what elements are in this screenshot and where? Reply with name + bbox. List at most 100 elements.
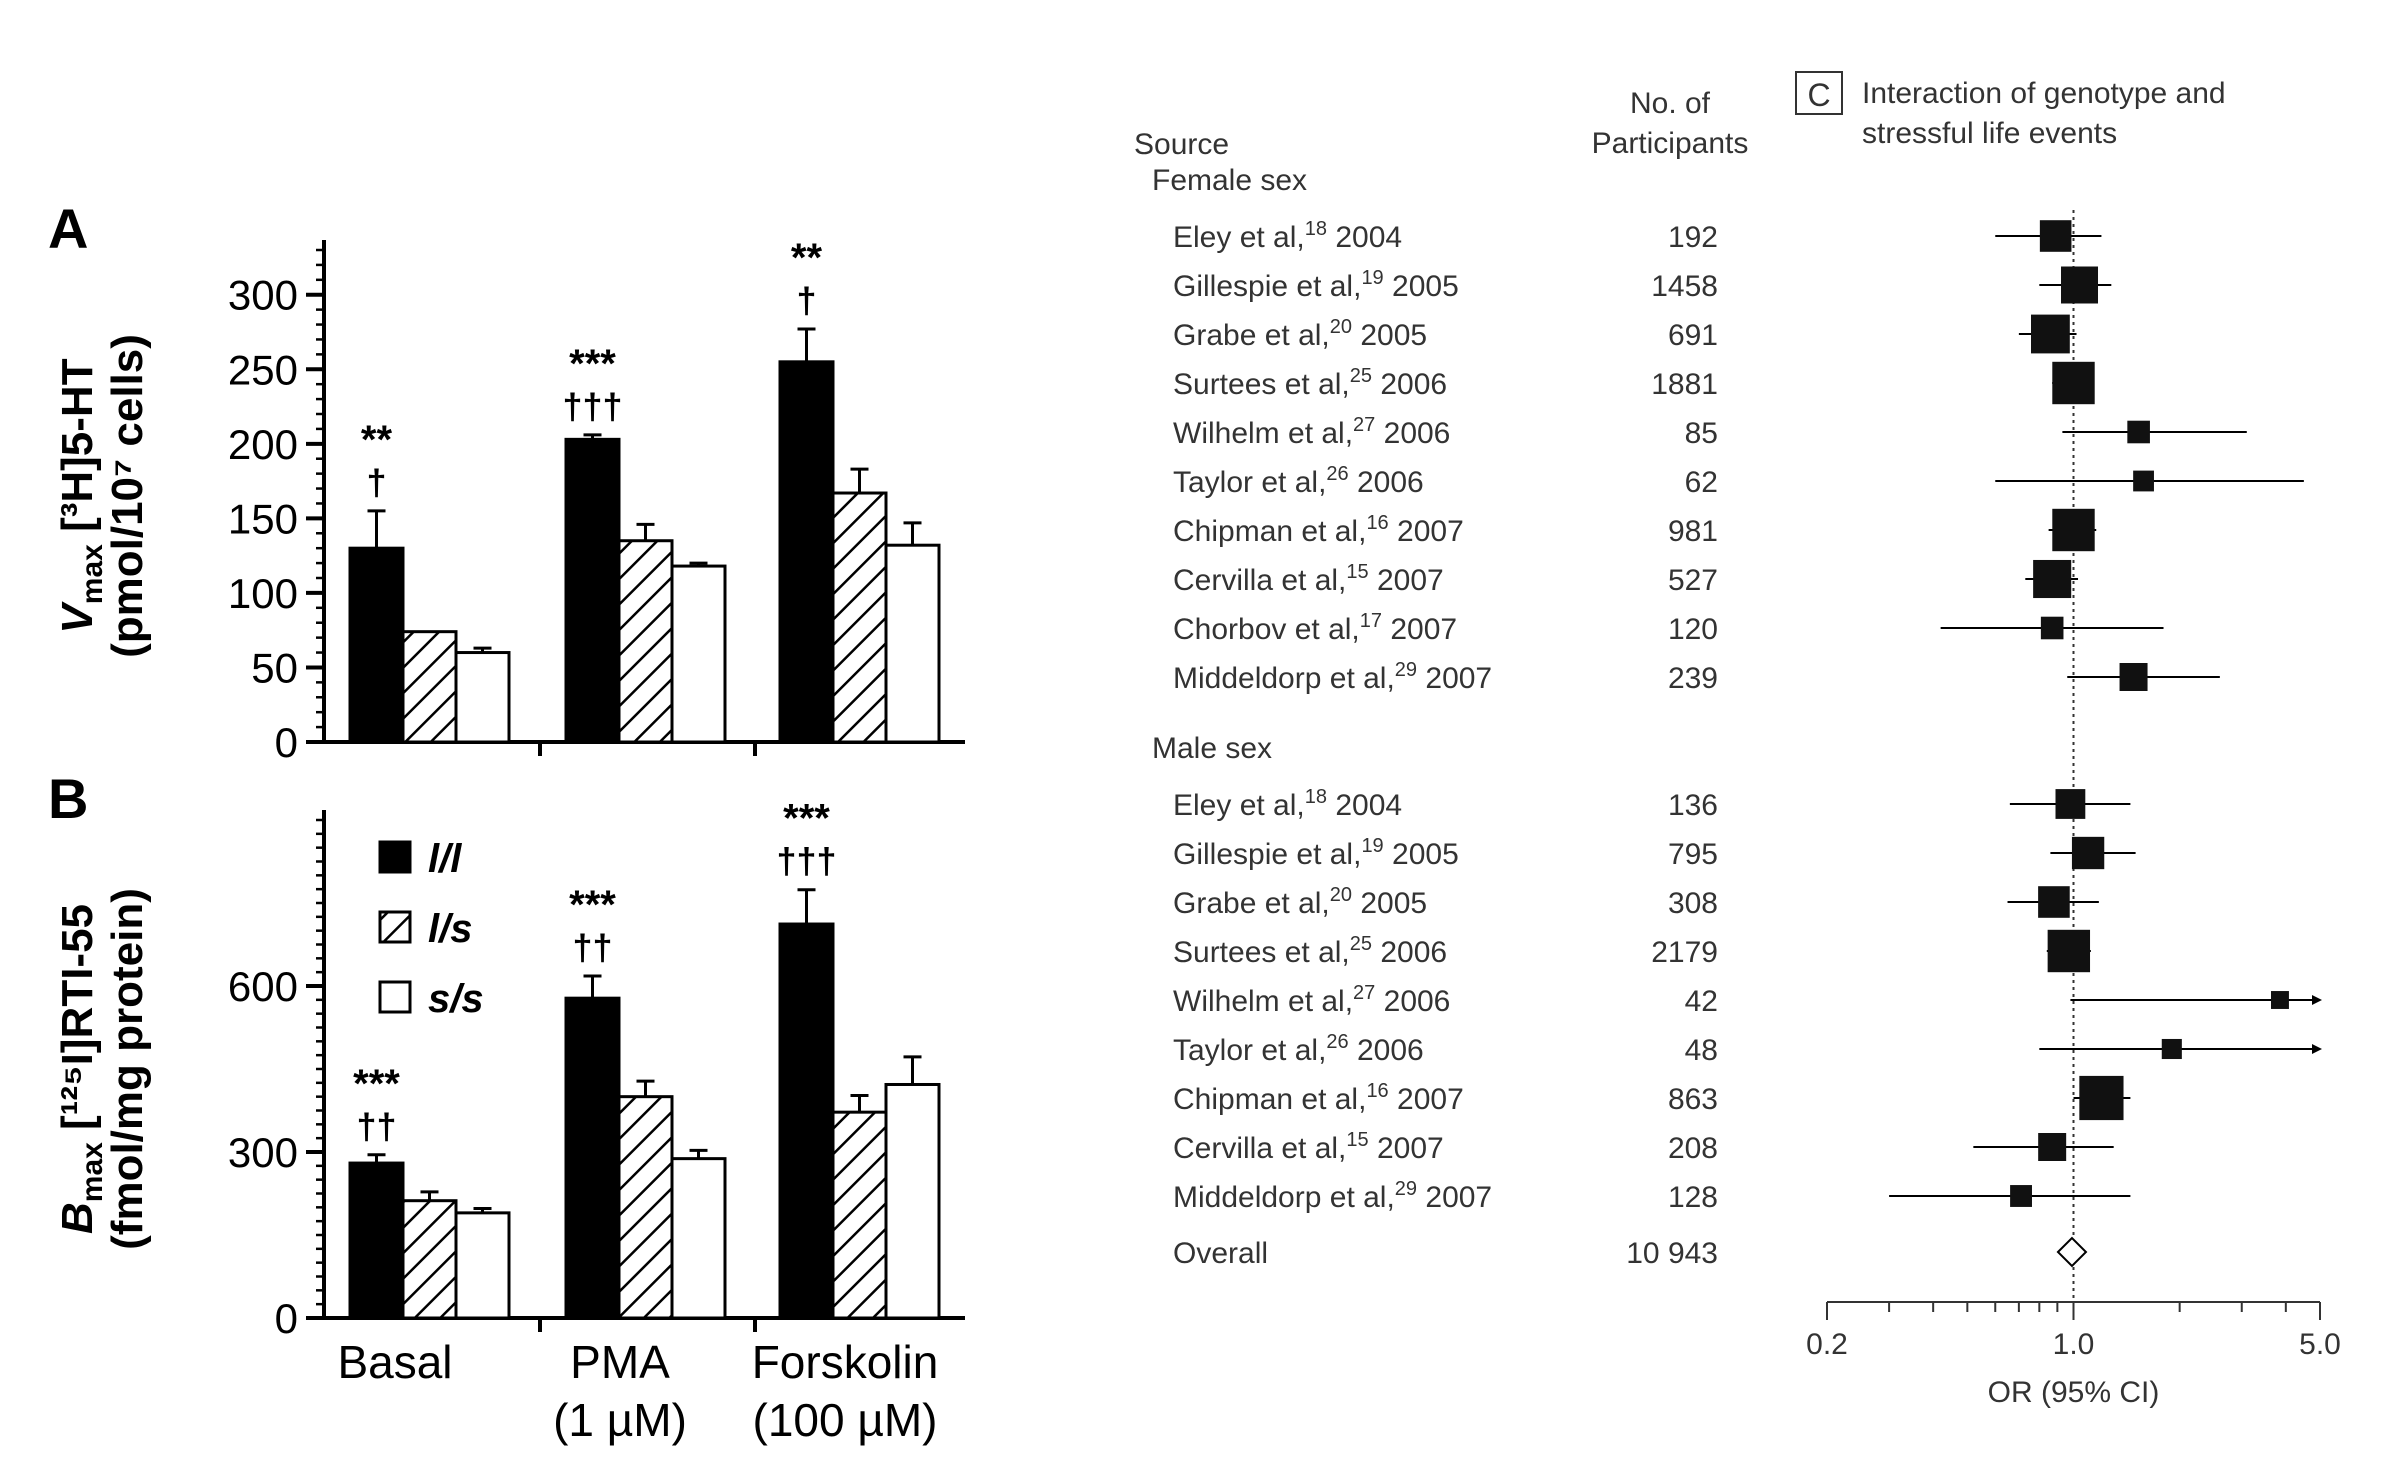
study-reference: 29 — [1395, 659, 1417, 681]
study-name: Grabe et al, — [1173, 887, 1330, 920]
forest-tick-label: 5.0 — [2299, 1328, 2341, 1361]
study-reference: 19 — [1361, 267, 1383, 289]
study-label: Grabe et al,20 2005 — [1173, 316, 1427, 352]
significance-stars: *** — [353, 1062, 400, 1106]
study-n: 192 — [1668, 221, 1718, 254]
study-n: 795 — [1668, 838, 1718, 871]
x-tick-label: (100 µM) — [753, 1394, 938, 1446]
bar-ls-1 — [617, 1095, 674, 1320]
study-label: Gillespie et al,19 2005 — [1173, 267, 1459, 303]
study-reference: 16 — [1366, 512, 1388, 534]
study-name: Middeldorp et al, — [1173, 1181, 1395, 1214]
study-name: Gillespie et al, — [1173, 270, 1361, 303]
study-label: Eley et al,18 2004 — [1173, 786, 1402, 822]
panel-label: B — [48, 767, 88, 830]
study-year: 2005 — [1352, 887, 1427, 920]
study-n: 981 — [1668, 515, 1718, 548]
study-name: Gillespie et al, — [1173, 838, 1361, 871]
column-header-n: No. of — [1630, 87, 1711, 120]
study-label: Wilhelm et al,27 2006 — [1173, 982, 1450, 1018]
significance-daggers: † — [366, 462, 386, 503]
legend-swatch — [378, 980, 412, 1014]
study-year: 2006 — [1349, 1034, 1424, 1067]
y-axis-label-quantity: [¹²⁵I]RTI-55 — [53, 904, 102, 1142]
y-tick-label: 250 — [228, 346, 298, 393]
study-year: 2005 — [1384, 838, 1459, 871]
bar-ll-0 — [348, 546, 405, 744]
x-tick-label: PMA — [570, 1336, 670, 1388]
study-year: 2007 — [1417, 1181, 1492, 1214]
point-estimate — [2038, 1133, 2067, 1161]
significance-daggers: ††† — [776, 841, 836, 882]
study-year: 2006 — [1349, 466, 1424, 499]
point-estimate — [2033, 559, 2072, 599]
study-reference: 15 — [1346, 561, 1368, 583]
study-n: 527 — [1668, 564, 1718, 597]
y-axis-label-symbol: B — [53, 1202, 102, 1234]
study-n: 208 — [1668, 1132, 1718, 1165]
panel-title-line: Interaction of genotype and — [1862, 77, 2226, 110]
study-label: Wilhelm et al,27 2006 — [1173, 414, 1450, 450]
y-axis-units: (pmol/10⁷ cells) — [103, 334, 152, 658]
point-estimate — [2071, 836, 2105, 870]
y-tick-label: 200 — [228, 421, 298, 468]
significance-daggers: †† — [572, 927, 612, 968]
legend-label: l/l — [428, 837, 462, 881]
study-year: 2006 — [1375, 985, 1450, 1018]
y-tick-label: 50 — [251, 644, 298, 691]
point-estimate — [2038, 886, 2070, 918]
significance-stars: *** — [783, 797, 830, 841]
overall-label: Overall — [1173, 1237, 1268, 1270]
point-estimate — [2133, 470, 2154, 492]
group-label: Male sex — [1152, 732, 1272, 765]
study-n: 120 — [1668, 613, 1718, 646]
study-reference: 29 — [1395, 1178, 1417, 1200]
significance-daggers: ††† — [562, 386, 622, 427]
study-year: 2007 — [1382, 613, 1457, 646]
study-reference: 18 — [1305, 786, 1327, 808]
study-label: Cervilla et al,15 2007 — [1173, 561, 1444, 597]
study-year: 2006 — [1372, 936, 1447, 969]
bar-ls-2 — [831, 1110, 888, 1320]
bar-ll-2 — [778, 922, 835, 1320]
x-tick-label: (1 µM) — [553, 1394, 687, 1446]
study-n: 239 — [1668, 662, 1718, 695]
y-axis-units: (fmol/mg protein) — [103, 888, 152, 1250]
study-name: Chorbov et al, — [1173, 613, 1360, 646]
column-header-source: Source — [1134, 128, 1229, 161]
study-name: Chipman et al, — [1173, 515, 1366, 548]
bar-ss-1 — [670, 1157, 727, 1320]
study-reference: 26 — [1326, 463, 1348, 485]
bar-ss-0 — [454, 651, 511, 744]
study-reference: 19 — [1361, 835, 1383, 857]
study-name: Cervilla et al, — [1173, 564, 1346, 597]
overall-n: 10 943 — [1626, 1237, 1718, 1270]
study-year: 2007 — [1389, 1083, 1464, 1116]
point-estimate — [2055, 789, 2086, 819]
study-n: 2179 — [1651, 936, 1718, 969]
study-n: 128 — [1668, 1181, 1718, 1214]
panel-a-bar-chart: A Vmax [³H]5-HT (pmol/10⁷ cells) 0 50 100 150 2… — [48, 197, 965, 766]
study-name: Surtees et al, — [1173, 368, 1350, 401]
study-name: Cervilla et al, — [1173, 1132, 1346, 1165]
study-n: 42 — [1685, 985, 1718, 1018]
bar-ll-1 — [564, 437, 621, 744]
study-year: 2005 — [1352, 319, 1427, 352]
significance-stars: *** — [569, 883, 616, 927]
study-label: Middeldorp et al,29 2007 — [1173, 1178, 1492, 1214]
study-reference: 20 — [1330, 884, 1352, 906]
significance-daggers: † — [796, 280, 816, 321]
bar-ll-0 — [348, 1161, 405, 1320]
forest-tick-label: 1.0 — [2053, 1328, 2095, 1361]
point-estimate — [2040, 616, 2064, 640]
study-name: Wilhelm et al, — [1173, 985, 1353, 1018]
study-n: 863 — [1668, 1083, 1718, 1116]
bar-ss-1 — [670, 564, 727, 744]
point-estimate — [2061, 266, 2099, 304]
y-tick-label: 0 — [275, 1295, 298, 1342]
y-tick-label: 600 — [228, 963, 298, 1010]
study-name: Chipman et al, — [1173, 1083, 1366, 1116]
point-estimate — [2031, 314, 2070, 354]
